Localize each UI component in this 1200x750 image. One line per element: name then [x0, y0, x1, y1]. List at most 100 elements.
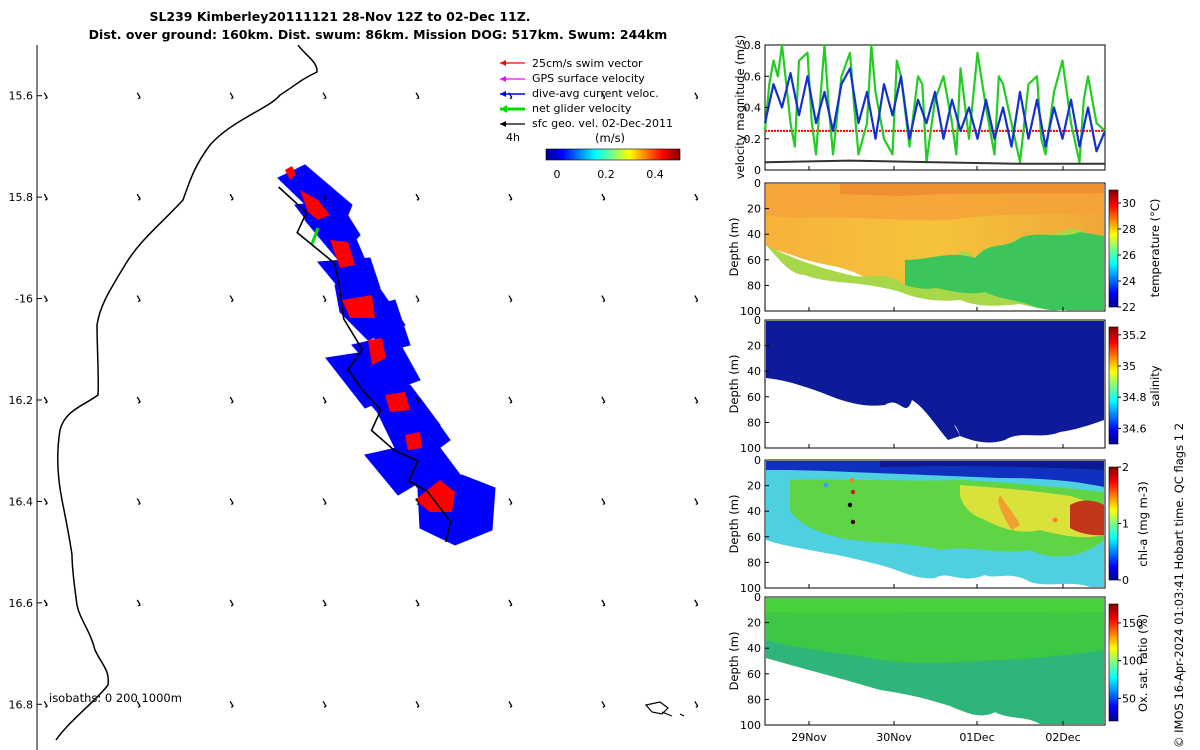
- geo-arrow: [415, 498, 420, 506]
- legend-item-sfc-geo: sfc geo. vel. 02-Dec-2011: [500, 117, 673, 130]
- geo-arrow: [43, 396, 48, 404]
- depth-tick-label: 20: [747, 340, 761, 353]
- geo-arrow: [601, 498, 606, 506]
- depth-tick-label: 60: [747, 391, 761, 404]
- depth-tick-label: 60: [747, 531, 761, 544]
- svg-text:25cm/s swim vector: 25cm/s swim vector: [532, 57, 643, 70]
- title-line-1: SL239 Kimberley20111121 28-Nov 12Z to 02…: [149, 9, 530, 24]
- geo-arrow: [694, 193, 699, 201]
- temperature-colorbar: [1108, 189, 1119, 308]
- geo-arrow: [229, 700, 234, 708]
- geo-arrow: [694, 92, 699, 100]
- geo-arrow: [508, 396, 513, 404]
- title-line-2: Dist. over ground: 160km. Dist. swum: 86…: [89, 27, 668, 42]
- temperature-colorbar-label: temperature (°C): [1148, 199, 1162, 298]
- svg-text:sfc geo. vel. 02-Dec-2011: sfc geo. vel. 02-Dec-2011: [532, 117, 673, 130]
- velocity-ylabel: velocity magnitude (m/s): [733, 35, 747, 180]
- colorbar-tick-label: 50: [1122, 692, 1136, 705]
- geo-arrow: [508, 700, 513, 708]
- velocity-y-tick-label: 0.6: [744, 70, 762, 83]
- geo-arrow: [322, 295, 327, 303]
- geostrophic-arrows: [43, 92, 699, 708]
- chla-field: [766, 461, 1104, 587]
- geo-arrow: [415, 396, 420, 404]
- depth-tick-label: 0: [754, 591, 761, 604]
- oxygen-field: [766, 598, 1104, 724]
- colorbar-tick-label: 2: [1122, 461, 1129, 474]
- legend-item-gps: GPS surface velocity: [500, 72, 645, 85]
- map-y-tick-label: 16.2: [9, 394, 34, 407]
- colorbar-tick-label: 0: [1122, 574, 1129, 587]
- legend: 25cm/s swim vector GPS surface velocity …: [500, 57, 681, 181]
- isobaths-label: isobaths: 0 200 1000m: [49, 691, 182, 705]
- temperature-panel: 30 28 26 24 22 temperature (°C): [764, 182, 1162, 314]
- geo-arrow: [229, 498, 234, 506]
- velocity-y-tick-label: 0.2: [744, 133, 762, 146]
- geo-arrow: [601, 295, 606, 303]
- map-y-tick-label: 16.6: [9, 597, 34, 610]
- velocity-panel: 0 0.2 0.4 0.6 0.8 velocity magnitude (m/s): [733, 35, 1107, 180]
- series-dive-avg-current: [763, 67, 1107, 153]
- salinity-colorbar: [1108, 326, 1119, 445]
- salinity-colorbar-label: salinity: [1148, 365, 1162, 406]
- chla-colorbar-ticks: 2 1 0: [1118, 461, 1129, 587]
- geo-arrow: [694, 498, 699, 506]
- depth-ticks: 0204060801000204060801000204060801000204…: [740, 177, 769, 732]
- depth-tick-label: 100: [740, 442, 761, 455]
- velocity-series: [763, 43, 1107, 165]
- geo-arrow: [322, 498, 327, 506]
- depth-tick-label: 100: [740, 719, 761, 732]
- chla-panel: 2 1 0 chl-a (mg m-3): [764, 459, 1150, 589]
- colorbar-tick-label: 1: [1122, 518, 1129, 531]
- geo-arrow: [322, 193, 327, 201]
- depth-tick-label: 0: [754, 314, 761, 327]
- geo-arrow: [694, 396, 699, 404]
- oxygen-ylabel: Depth (m): [727, 632, 741, 691]
- geo-arrow: [43, 700, 48, 708]
- salinity-colorbar-ticks: 35.2 35 34.8 34.6: [1118, 329, 1147, 435]
- colorbar-tick-label: 150: [1122, 617, 1143, 630]
- salinity-ylabel: Depth (m): [727, 355, 741, 414]
- colorbar-tick-label: 28: [1122, 223, 1136, 236]
- colorbar-tick-label: 34.8: [1122, 391, 1147, 404]
- series-net-glider-velocity: [763, 43, 1106, 164]
- time-tick-label: 30Nov: [876, 731, 912, 744]
- geo-arrow: [43, 295, 48, 303]
- temperature-colorbar-ticks: 30 28 26 24 22: [1118, 197, 1136, 314]
- glider-track: [278, 186, 452, 543]
- geo-arrow: [43, 193, 48, 201]
- depth-tick-label: 40: [747, 228, 761, 241]
- depth-tick-label: 80: [747, 416, 761, 429]
- colorbar-tick-label: 34.6: [1122, 422, 1147, 435]
- depth-tick-label: 40: [747, 505, 761, 518]
- chla-ylabel: Depth (m): [727, 495, 741, 554]
- svg-text:GPS surface velocity: GPS surface velocity: [532, 72, 645, 85]
- geo-arrow: [322, 396, 327, 404]
- depth-tick-label: 80: [747, 693, 761, 706]
- colorbar-tick-label: 100: [1122, 655, 1143, 668]
- geo-arrow: [601, 193, 606, 201]
- geo-arrow: [415, 700, 420, 708]
- time-x-ticks: 29Nov 30Nov 01Dec 02Dec: [791, 166, 1081, 744]
- depth-tick-label: 20: [747, 617, 761, 630]
- geo-arrow: [601, 396, 606, 404]
- footer-credit: © IMOS 16-Apr-2024 01:03:41 Hobart time.…: [1172, 423, 1186, 748]
- oxygen-colorbar: [1108, 603, 1119, 722]
- geo-arrow: [43, 498, 48, 506]
- colorbar-tick-label: 35: [1122, 360, 1136, 373]
- geo-arrow: [694, 700, 699, 708]
- geo-arrow: [229, 396, 234, 404]
- map-y-tick-label: 15.8: [9, 191, 34, 204]
- depth-tick-label: 20: [747, 203, 761, 216]
- geo-arrow: [415, 599, 420, 607]
- salinity-field: [766, 321, 1104, 443]
- geo-arrow: [229, 193, 234, 201]
- map-y-tick-label: -16: [15, 293, 33, 306]
- geo-arrow: [229, 295, 234, 303]
- colorbar-tick-label: 30: [1122, 197, 1136, 210]
- legend-interval: 4h: [506, 131, 520, 144]
- legend-item-swim: 25cm/s swim vector: [500, 57, 643, 70]
- temperature-ylabel: Depth (m): [727, 218, 741, 277]
- map-colorbar-label: (m/s): [595, 131, 625, 145]
